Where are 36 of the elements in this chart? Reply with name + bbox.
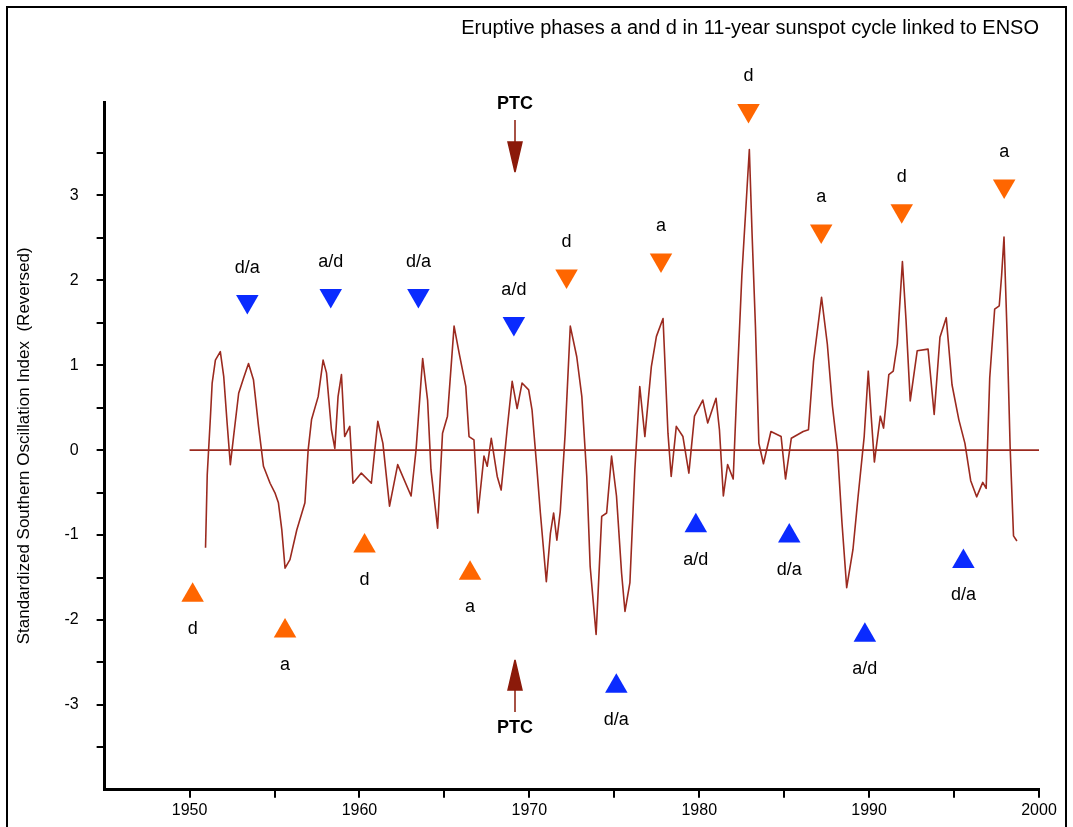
y-tick-label: 0 [69,440,79,458]
y-tick-label: -1 [64,525,79,543]
annotation: a [999,141,1011,162]
annotation: d/a [603,709,630,730]
annotation: a [656,214,667,235]
y-tick-label: 2 [69,270,79,288]
x-tick-label: 1980 [681,800,718,818]
annotation: d/a [405,250,432,271]
annotation: d/a [950,584,977,605]
annotation: PTC [497,92,533,113]
annotation: a [280,653,292,674]
annotation: a/d [501,278,527,299]
y-tick-label: -2 [64,610,79,628]
annotation: a [465,596,477,617]
annotation: d [187,618,198,639]
y-tick-label: -3 [64,695,79,713]
x-tick-label: 1970 [511,800,548,818]
x-tick-label: 1950 [171,800,208,818]
annotation: d/a [234,256,261,277]
annotation: a [816,186,828,207]
x-tick-label: 2000 [1021,800,1057,818]
x-tick-label: 1960 [341,800,378,818]
annotation: PTC [497,716,533,737]
y-tick-label: 3 [69,185,79,203]
annotation: d [561,231,572,252]
annotation: d [359,569,370,590]
annotation: d [896,165,907,186]
y-tick-label: 1 [69,355,79,373]
annotation: d/a [776,558,803,579]
annotation: a/d [683,548,709,569]
x-tick-label: 1990 [851,800,888,818]
y-axis-title: Standardized Southern Oscillation Index (Reversed) [13,247,33,645]
chart-title: Eruptive phases a and d in 11-year sunspot cycle linked to ENSO [461,15,1039,38]
annotation: a/d [318,250,344,271]
annotation: d [743,65,754,86]
annotation: a/d [852,658,878,679]
